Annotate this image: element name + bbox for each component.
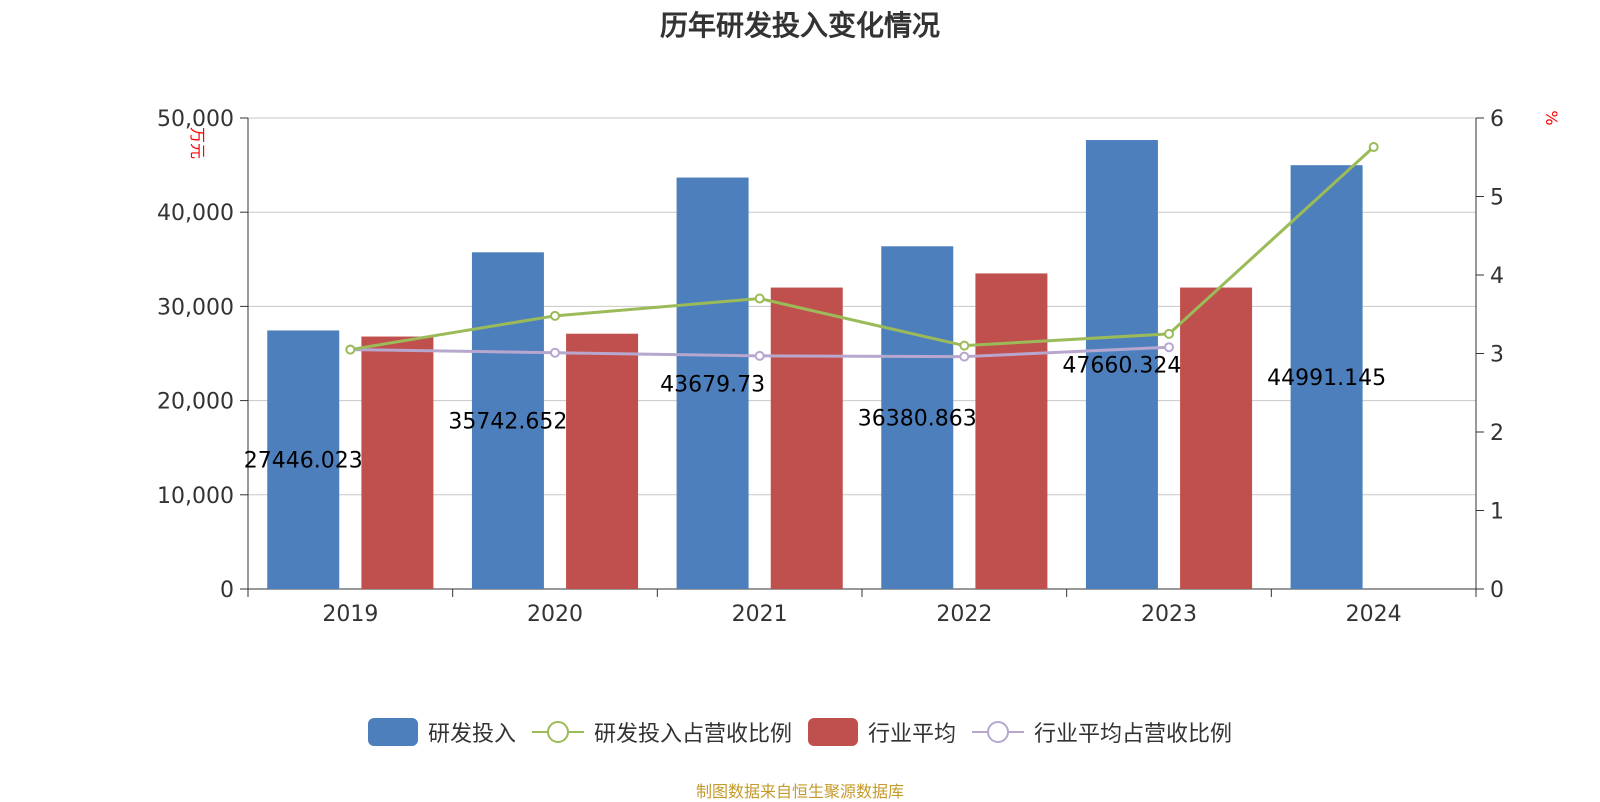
y-right-axis-label: %	[1542, 110, 1561, 125]
chart-title: 历年研发投入变化情况	[659, 9, 940, 42]
y-left-tick-label: 20,000	[157, 390, 234, 415]
bar-industry-average	[770, 287, 843, 589]
legend-label-rd-investment: 研发投入	[427, 722, 516, 747]
bar-industry-average	[361, 336, 434, 589]
bar-rd-investment	[676, 177, 749, 590]
industry-ratio-point	[1164, 342, 1174, 353]
legend-item-industry-ratio[interactable]: 行业平均占营收比例	[972, 716, 1232, 748]
y-right-tick-label: 0	[1490, 578, 1504, 603]
legend-swatch-rd-investment	[367, 718, 418, 746]
rd-ratio-point	[1368, 142, 1379, 153]
y-left-tick-label: 0	[220, 578, 234, 603]
data-label-rd-investment: 35742.652	[448, 410, 567, 435]
legend-item-industry-average[interactable]: 行业平均	[808, 716, 956, 748]
y-right-tick-label: 2	[1490, 421, 1504, 446]
bar-rd-investment	[1290, 165, 1363, 589]
y-left-tick-label: 50,000	[157, 107, 234, 132]
bar-industry-average	[975, 273, 1048, 589]
x-tick-label: 2019	[322, 602, 378, 627]
x-tick-label: 2024	[1346, 602, 1402, 627]
legend: 研发投入 研发投入占营收比例 行业平均 行业平均占营收比例	[0, 716, 1600, 748]
bar-rd-investment	[1085, 140, 1158, 590]
y-right-tick-label: 1	[1490, 500, 1504, 525]
legend-label-industry-average: 行业平均	[868, 722, 957, 747]
y-right-tick-label: 6	[1490, 107, 1504, 132]
bar-rd-investment	[267, 330, 340, 589]
y-left-tick-label: 30,000	[157, 295, 234, 320]
data-label-rd-investment: 27446.023	[244, 449, 363, 474]
y-right-tick-label: 4	[1490, 264, 1504, 289]
rd-ratio-line	[350, 145, 1375, 352]
industry-ratio-point	[550, 347, 560, 358]
rd-ratio-point	[345, 344, 356, 355]
data-label-rd-investment: 43679.73	[660, 372, 765, 397]
bar-rd-investment	[471, 252, 544, 590]
rd-ratio-point	[754, 293, 765, 304]
rd-ratio-point	[1164, 328, 1174, 339]
x-tick-label: 2023	[1141, 602, 1197, 627]
industry-ratio-point	[959, 351, 970, 362]
x-tick-label: 2020	[527, 602, 583, 627]
legend-marker-rd-ratio	[531, 721, 584, 743]
bar-industry-average	[566, 333, 639, 589]
x-tick-label: 2022	[936, 602, 992, 627]
y-left-tick-label: 10,000	[157, 484, 234, 509]
legend-swatch-industry-average	[808, 718, 858, 746]
rd-ratio-point	[959, 340, 970, 351]
source-note: 制图数据来自恒生聚源数据库	[695, 782, 904, 801]
rd-ratio-point	[550, 310, 560, 321]
industry-ratio-point	[754, 350, 765, 361]
bar-rd-investment	[881, 246, 954, 589]
legend-item-rd-ratio[interactable]: 研发投入占营收比例	[531, 716, 792, 748]
data-label-rd-investment: 44991.145	[1267, 366, 1386, 391]
y-right-tick-label: 3	[1490, 343, 1504, 368]
x-tick-label: 2021	[732, 602, 788, 627]
y-left-axis-label: 万元	[188, 127, 207, 159]
legend-label-rd-ratio: 研发投入占营收比例	[593, 722, 792, 747]
legend-item-rd-investment[interactable]: 研发投入	[367, 716, 516, 748]
legend-label-industry-ratio: 行业平均占营收比例	[1034, 722, 1233, 747]
y-right-tick-label: 5	[1490, 186, 1504, 211]
legend-marker-industry-ratio	[972, 721, 1025, 743]
bar-industry-average	[1180, 287, 1253, 589]
data-label-rd-investment: 47660.324	[1062, 354, 1181, 379]
y-left-tick-label: 40,000	[157, 201, 234, 226]
data-label-rd-investment: 36380.863	[858, 407, 977, 432]
